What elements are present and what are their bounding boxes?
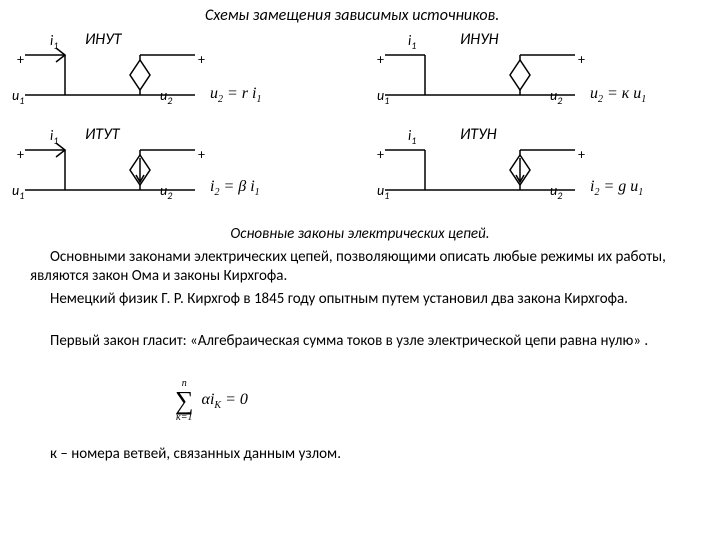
itut-i-label: i1 [50,127,58,147]
paragraph-2: Немецкий физик Г. Р. Кирхгоф в 1845 году… [30,290,690,309]
circuit-inut: i1 ИНУТ + + u1 u2 [20,35,200,110]
paragraph-1: Основными законами электрических цепей, … [30,248,690,286]
itun-plus-right: + [578,146,585,163]
subtitle: Основные законы электрических цепей. [30,225,690,244]
inun-u1-label: u1 [377,87,389,107]
inut-equation: u2 = r i1 [210,85,261,105]
inut-plus-left: + [17,51,24,68]
inut-heading: ИНУТ [85,30,121,49]
itun-plus-left: + [377,146,384,163]
inun-equation: u2 = к u1 [590,85,646,105]
itut-u1-label: u1 [12,182,24,202]
inun-u2-label: u2 [550,87,562,107]
page-title: Схемы замещения зависимых источников. [205,6,499,25]
inut-i-label: i1 [50,32,58,52]
itun-i-label: i1 [408,127,416,147]
inun-heading: ИНУН [460,30,499,49]
itun-equation: i2 = g u1 [590,178,643,198]
itut-plus-left: + [17,146,24,163]
itun-u1-label: u1 [377,182,389,202]
itun-heading: ИТУН [460,125,497,144]
inut-plus-right: + [198,51,205,68]
paragraph-3: Первый закон гласит: «Алгебраическая сум… [30,332,690,351]
itut-u2-label: u2 [160,182,172,202]
inun-plus-left: + [377,51,384,68]
paragraph-4: к – номера ветвей, связанных данным узло… [30,445,690,464]
circuit-inun: i1 ИНУН + + u1 u2 [380,35,580,110]
itun-u2-label: u2 [550,182,562,202]
sum-formula: n ∑ к=1 αiK = 0 [175,378,248,423]
circuit-itut: i1 ИТУТ + + u1 u2 [20,130,200,205]
inut-u2-label: u2 [160,87,172,107]
circuit-itun: i1 ИТУН + + u1 u2 [380,130,580,205]
itut-heading: ИТУТ [85,125,120,144]
inut-u1-label: u1 [12,87,24,107]
inun-i-label: i1 [408,32,416,52]
itut-equation: i2 = β i1 [210,178,260,198]
itut-plus-right: + [198,146,205,163]
inun-plus-right: + [578,51,585,68]
